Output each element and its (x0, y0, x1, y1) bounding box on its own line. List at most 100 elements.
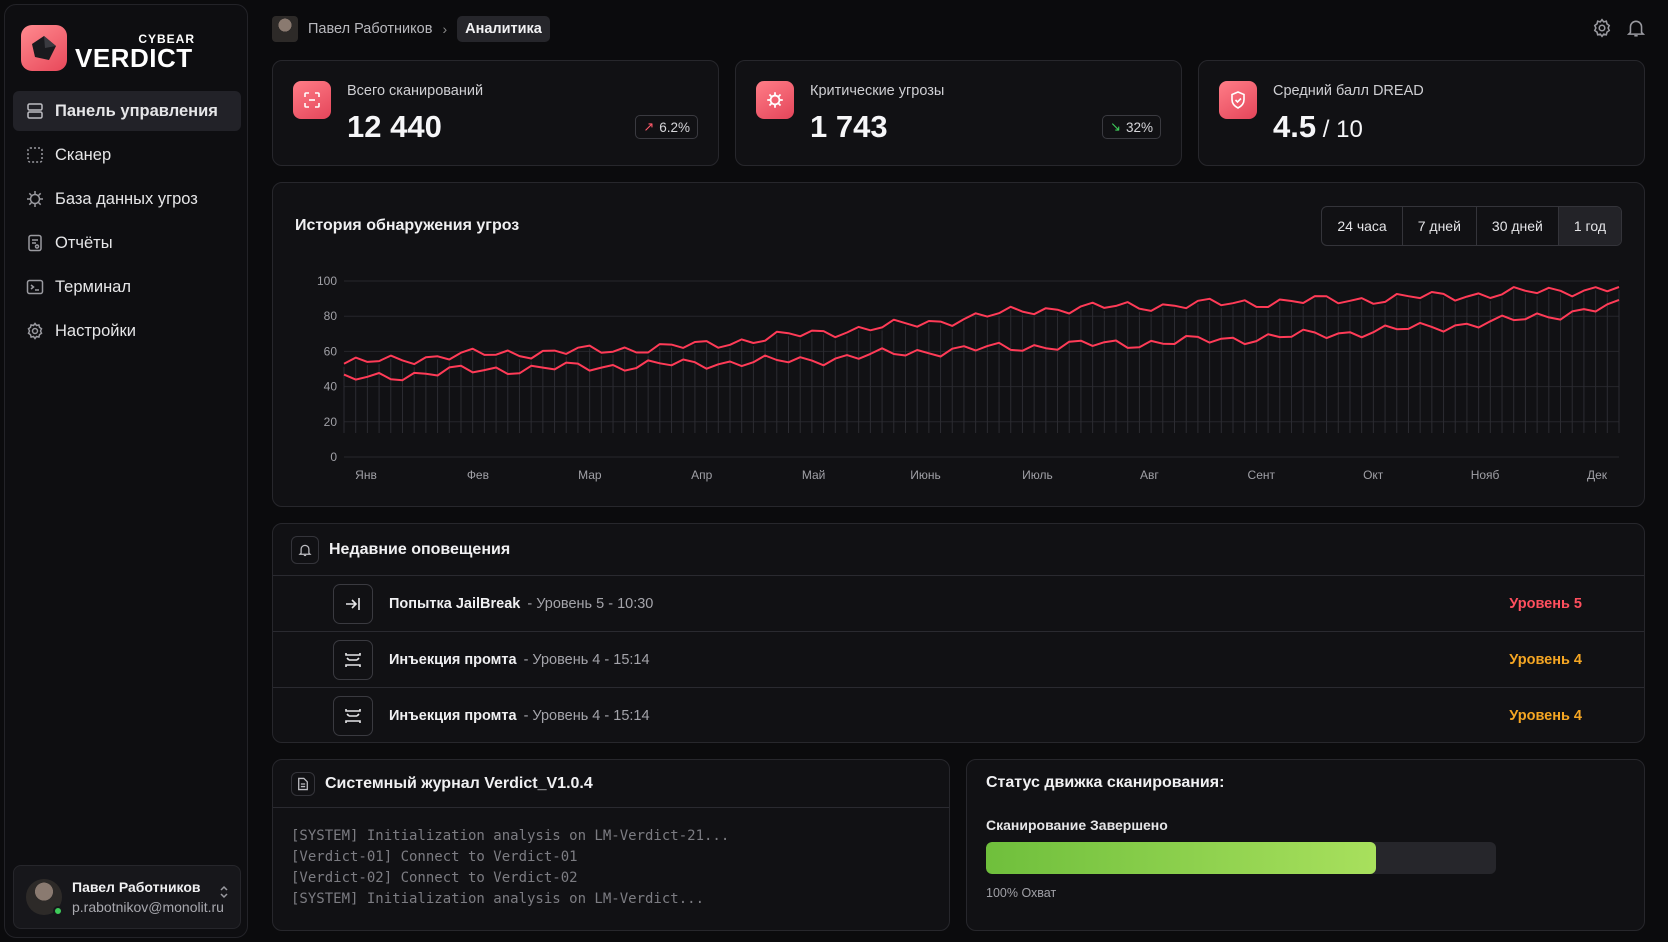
user-name: Павел Работников (72, 879, 201, 895)
dashboard-icon (25, 101, 45, 121)
threat-history-card: История обнаружения угроз 24 часа 7 дней… (272, 182, 1645, 507)
series-line-1 (343, 286, 1620, 366)
sidebar-item-reports[interactable]: Отчёты (13, 223, 241, 263)
alert-row[interactable]: Инъекция промта - Уровень 4 - 15:14 Уров… (273, 687, 1644, 743)
bell-icon[interactable] (1626, 18, 1646, 43)
trend-value: 6.2% (659, 119, 690, 135)
bell-icon (291, 536, 319, 564)
x-tick-label: Мар (578, 468, 602, 482)
avatar[interactable] (272, 16, 298, 42)
virus-icon (25, 189, 45, 209)
range-24h-button[interactable]: 24 часа (1322, 207, 1403, 245)
scan-progress-fill (986, 842, 1377, 874)
alert-name: Попытка JailBreak (389, 595, 521, 612)
log-line: [SYSTEM] Initialization analysis on LM-V… (291, 828, 730, 844)
stat-card-dread: Средний балл DREAD 4.5 / 10 (1198, 60, 1645, 166)
arrow-to-line-icon (333, 583, 373, 624)
range-7d-button[interactable]: 7 дней (1403, 207, 1477, 245)
gear-icon (25, 321, 45, 341)
sidebar-item-label: Настройки (55, 321, 136, 340)
breadcrumb-user[interactable]: Павел Работников (308, 21, 433, 37)
range-30d-button[interactable]: 30 дней (1477, 207, 1559, 245)
sidebar-item-label: Сканер (55, 145, 112, 164)
top-actions (1592, 18, 1646, 43)
chevron-up-down-icon[interactable] (218, 884, 230, 905)
alert-meta: - Уровень 4 - 15:14 (523, 707, 650, 724)
sidebar-item-label: База данных угроз (55, 189, 198, 208)
trend-badge: ↘ 32% (1102, 115, 1161, 139)
alert-name: Инъекция промта (389, 707, 517, 724)
divider (273, 807, 949, 808)
log-title: Системный журнал Verdict_V1.0.4 (325, 775, 593, 792)
report-icon (25, 233, 45, 253)
alert-meta: - Уровень 5 - 10:30 (527, 595, 654, 612)
x-tick-label: Нояб (1471, 468, 1500, 482)
x-tick-label: Апр (691, 468, 713, 482)
gear-icon[interactable] (1592, 18, 1612, 43)
engine-status-card: Статус движка сканирования: Сканирование… (966, 759, 1645, 931)
y-tick-label: 100 (317, 274, 337, 288)
alert-level: Уровень 5 (1509, 595, 1582, 612)
y-tick-label: 60 (324, 344, 338, 358)
x-tick-label: Май (802, 468, 826, 482)
system-log-card: Системный журнал Verdict_V1.0.4 [SYSTEM]… (272, 759, 950, 931)
y-tick-label: 40 (324, 380, 338, 394)
sidebar-item-scanner[interactable]: Сканер (13, 135, 241, 175)
x-tick-label: Сент (1248, 468, 1276, 482)
user-card[interactable]: Павел Работников p.rabotnikov@monolit.ru (13, 865, 241, 929)
brand-logo[interactable]: CYBEAR VERDICT (21, 25, 195, 73)
x-tick-label: Окт (1363, 468, 1384, 482)
series-line-2 (343, 298, 1620, 382)
online-status-icon (53, 906, 63, 916)
sidebar-item-terminal[interactable]: Терминал (13, 267, 241, 307)
trend-badge: ↗ 6.2% (635, 115, 698, 139)
alert-meta: - Уровень 4 - 15:14 (523, 651, 650, 668)
alert-row[interactable]: Попытка JailBreak - Уровень 5 - 10:30 Ур… (273, 575, 1644, 631)
inject-icon (333, 639, 373, 680)
stat-card-scans: Всего сканирований 12 440 ↗ 6.2% (272, 60, 719, 166)
stat-value: 12 440 (347, 109, 442, 144)
sidebar-item-dashboard[interactable]: Панель управления (13, 91, 241, 131)
range-selector: 24 часа 7 дней 30 дней 1 год (1321, 206, 1622, 246)
x-tick-label: Авг (1140, 468, 1159, 482)
alert-row[interactable]: Инъекция промта - Уровень 4 - 15:14 Уров… (273, 631, 1644, 687)
scan-icon (25, 145, 45, 165)
log-line: [Verdict-02] Connect to Verdict-02 (291, 870, 578, 886)
x-tick-label: Фев (467, 468, 489, 482)
log-line: [Verdict-01] Connect to Verdict-01 (291, 849, 578, 865)
engine-title: Статус движка сканирования: (986, 774, 1225, 791)
stat-label: Средний балл DREAD (1273, 83, 1424, 99)
avatar (26, 879, 63, 916)
brand-small: CYBEAR (138, 32, 195, 46)
alerts-title: Недавние оповещения (329, 541, 511, 558)
range-1y-button[interactable]: 1 год (1558, 207, 1621, 245)
sidebar-nav: Панель управления Сканер База данных угр… (13, 91, 241, 355)
log-output: [SYSTEM] Initialization analysis on LM-V… (291, 826, 729, 910)
alert-level: Уровень 4 (1509, 651, 1582, 668)
document-icon (291, 772, 315, 796)
shield-icon (1219, 81, 1257, 119)
sidebar-item-threat-db[interactable]: База данных угроз (13, 179, 241, 219)
trend-value: 32% (1125, 119, 1153, 135)
stat-card-critical: Критические угрозы 1 743 ↘ 32% (735, 60, 1182, 166)
sidebar-item-label: Отчёты (55, 233, 113, 252)
stat-label: Критические угрозы (810, 83, 945, 99)
sidebar-item-settings[interactable]: Настройки (13, 311, 241, 351)
breadcrumb-current[interactable]: Аналитика (457, 16, 550, 42)
engine-coverage: 100% Охват (986, 886, 1057, 900)
arrow-up-right-icon: ↗ (643, 119, 655, 134)
dread-scale: / 10 (1316, 116, 1363, 143)
virus-icon (756, 81, 794, 119)
engine-status: Сканирование Завершено (986, 817, 1168, 833)
x-tick-label: Дек (1587, 468, 1608, 482)
alert-name: Инъекция промта (389, 651, 517, 668)
log-line: [SYSTEM] Initialization analysis on LM-V… (291, 891, 705, 907)
sidebar-item-label: Панель управления (55, 101, 218, 120)
stat-value: 1 743 (810, 109, 888, 144)
y-tick-label: 80 (324, 309, 338, 323)
breadcrumb: Павел Работников › Аналитика (272, 16, 550, 42)
stat-value: 4.5 / 10 (1273, 109, 1363, 145)
stat-label: Всего сканирований (347, 83, 484, 99)
logo-mark-icon (21, 25, 67, 71)
dread-score: 4.5 (1273, 109, 1317, 144)
